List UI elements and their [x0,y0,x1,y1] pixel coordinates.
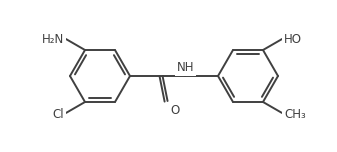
Text: Cl: Cl [52,109,64,121]
Text: CH₃: CH₃ [284,109,306,121]
Text: O: O [171,104,180,117]
Text: NH: NH [177,61,194,74]
Text: HO: HO [284,33,302,45]
Text: H₂N: H₂N [42,33,64,45]
